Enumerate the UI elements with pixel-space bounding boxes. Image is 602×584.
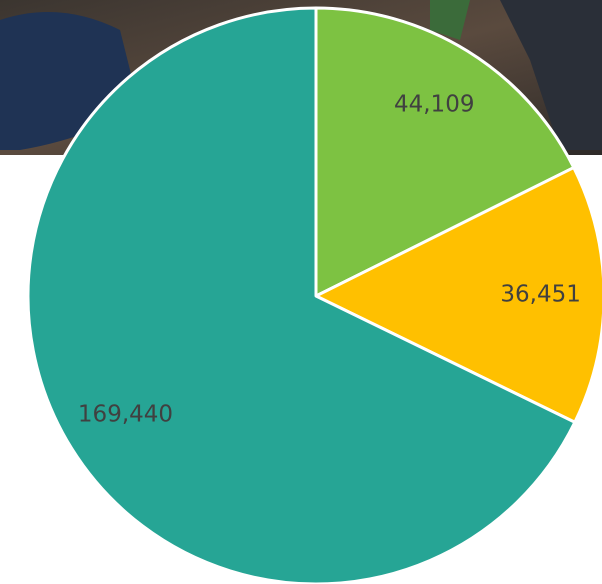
data-label: 36,451 [500, 282, 580, 308]
data-label: 44,109 [394, 91, 474, 117]
pie-slice [26, 6, 577, 584]
pie-slice [314, 166, 602, 424]
pie-slice [314, 6, 576, 298]
data-label: 169,440 [78, 402, 173, 428]
